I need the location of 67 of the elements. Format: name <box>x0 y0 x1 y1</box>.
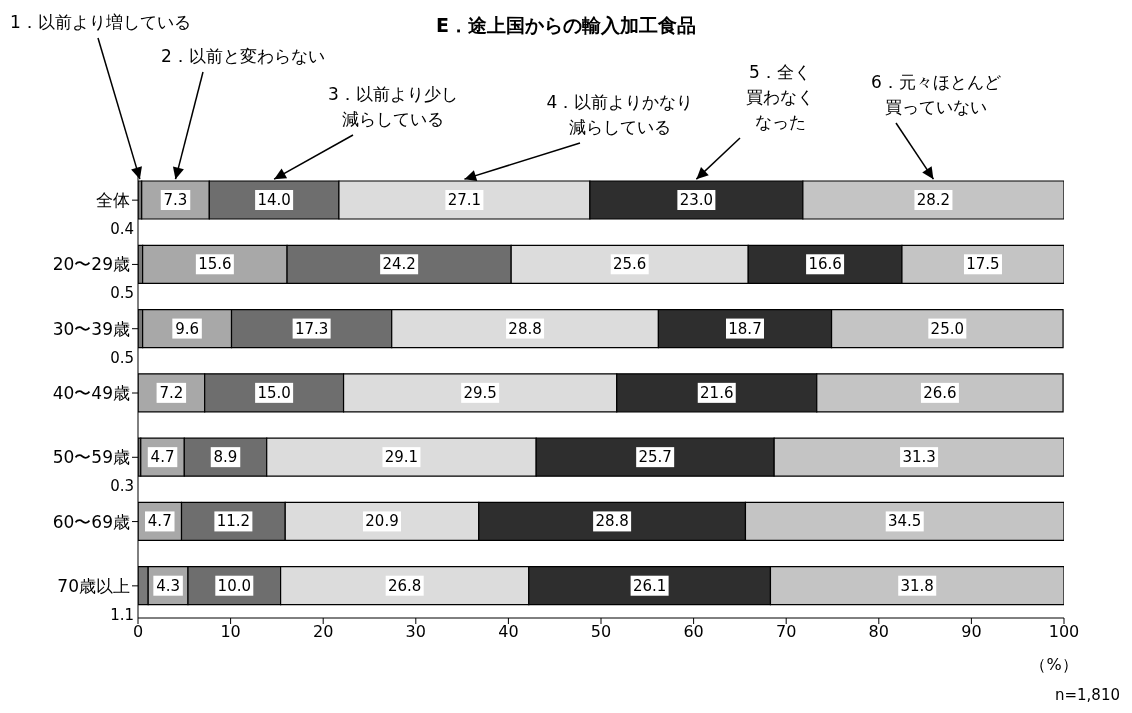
data-label: 14.0 <box>257 191 291 209</box>
data-label: 16.6 <box>808 255 842 274</box>
data-label: 9.6 <box>175 319 200 338</box>
chart-title: E．途上国からの輸入加工食品 <box>436 14 696 36</box>
data-label: 26.6 <box>923 383 957 402</box>
data-label: 26.8 <box>387 576 422 595</box>
data-label: 0.4 <box>110 220 134 238</box>
data-label: 34.5 <box>888 512 922 531</box>
y-tick-label: 70歳以上 <box>57 575 130 596</box>
data-label: 31.8 <box>900 576 934 595</box>
text: 1．以前より増している <box>10 12 191 32</box>
data-label: 28.8 <box>508 319 542 338</box>
data-label: 17.3 <box>294 319 329 338</box>
data-label: 20.9 <box>365 512 399 531</box>
x-tick-label: 60 <box>683 622 704 642</box>
data-label: 17.5 <box>966 255 1000 274</box>
data-label: 28.2 <box>916 191 951 209</box>
y-tick-label: 40〜49歳 <box>52 383 130 404</box>
x-tick-label: 0 <box>132 622 144 642</box>
data-label: 7.2 <box>159 383 184 402</box>
x-tick-label: 80 <box>868 622 889 642</box>
data-label: 8.9 <box>213 448 238 467</box>
data-label: 24.2 <box>382 255 416 274</box>
data-label: 4.3 <box>156 576 181 595</box>
data-label: 25.6 <box>613 255 647 274</box>
y-tick-label: 全体 <box>96 190 130 211</box>
data-label: 25.0 <box>930 319 965 338</box>
data-label: 25.7 <box>638 448 672 467</box>
data-label: 23.0 <box>679 191 714 209</box>
data-label: 29.5 <box>463 383 497 402</box>
y-tick-label: 60〜69歳 <box>52 511 130 532</box>
data-label: 0.3 <box>110 477 134 496</box>
y-tick-label: 30〜39歳 <box>52 318 130 339</box>
data-label: 0.5 <box>110 348 134 367</box>
x-tick-label: 30 <box>405 622 426 642</box>
x-tick-label: 10 <box>220 622 241 642</box>
x-tick-label: 70 <box>776 622 797 642</box>
data-label: 26.1 <box>632 576 667 595</box>
y-tick-label: 20〜29歳 <box>52 254 130 275</box>
data-label: 7.3 <box>163 191 188 209</box>
data-label: 11.2 <box>216 512 251 531</box>
data-label: 27.1 <box>447 191 482 209</box>
y-tick-label: 50〜59歳 <box>52 447 130 468</box>
data-label: 18.7 <box>728 319 762 338</box>
data-label: 29.1 <box>384 448 419 467</box>
data-label: 28.8 <box>595 512 629 531</box>
data-label: 0.5 <box>110 284 134 303</box>
x-tick-label: 40 <box>498 622 519 642</box>
data-label: 1.1 <box>110 605 134 624</box>
text: n=1,810 <box>1054 686 1120 704</box>
data-label: 31.3 <box>902 448 936 467</box>
text: 3．以前より少し減らしている <box>328 84 458 129</box>
x-tick-label: 20 <box>313 622 334 642</box>
x-tick-label: 90 <box>961 622 982 642</box>
data-label: 21.6 <box>700 383 734 402</box>
text: 5．全く買わなくなった <box>746 62 814 132</box>
x-tick-label: 100 <box>1048 622 1080 642</box>
text: 6．元々ほとんど買っていない <box>871 72 1001 117</box>
text: 4．以前よりかなり減らしている <box>546 92 694 137</box>
x-tick-label: 50 <box>590 622 612 642</box>
data-label: 15.6 <box>198 255 232 274</box>
data-label: 10.0 <box>217 576 252 595</box>
data-label: 15.0 <box>257 383 291 402</box>
data-label: 4.7 <box>147 512 172 531</box>
x-axis-title: （%） <box>1030 655 1078 674</box>
data-label: 4.7 <box>150 448 175 467</box>
text: 2．以前と変わらない <box>161 46 325 66</box>
